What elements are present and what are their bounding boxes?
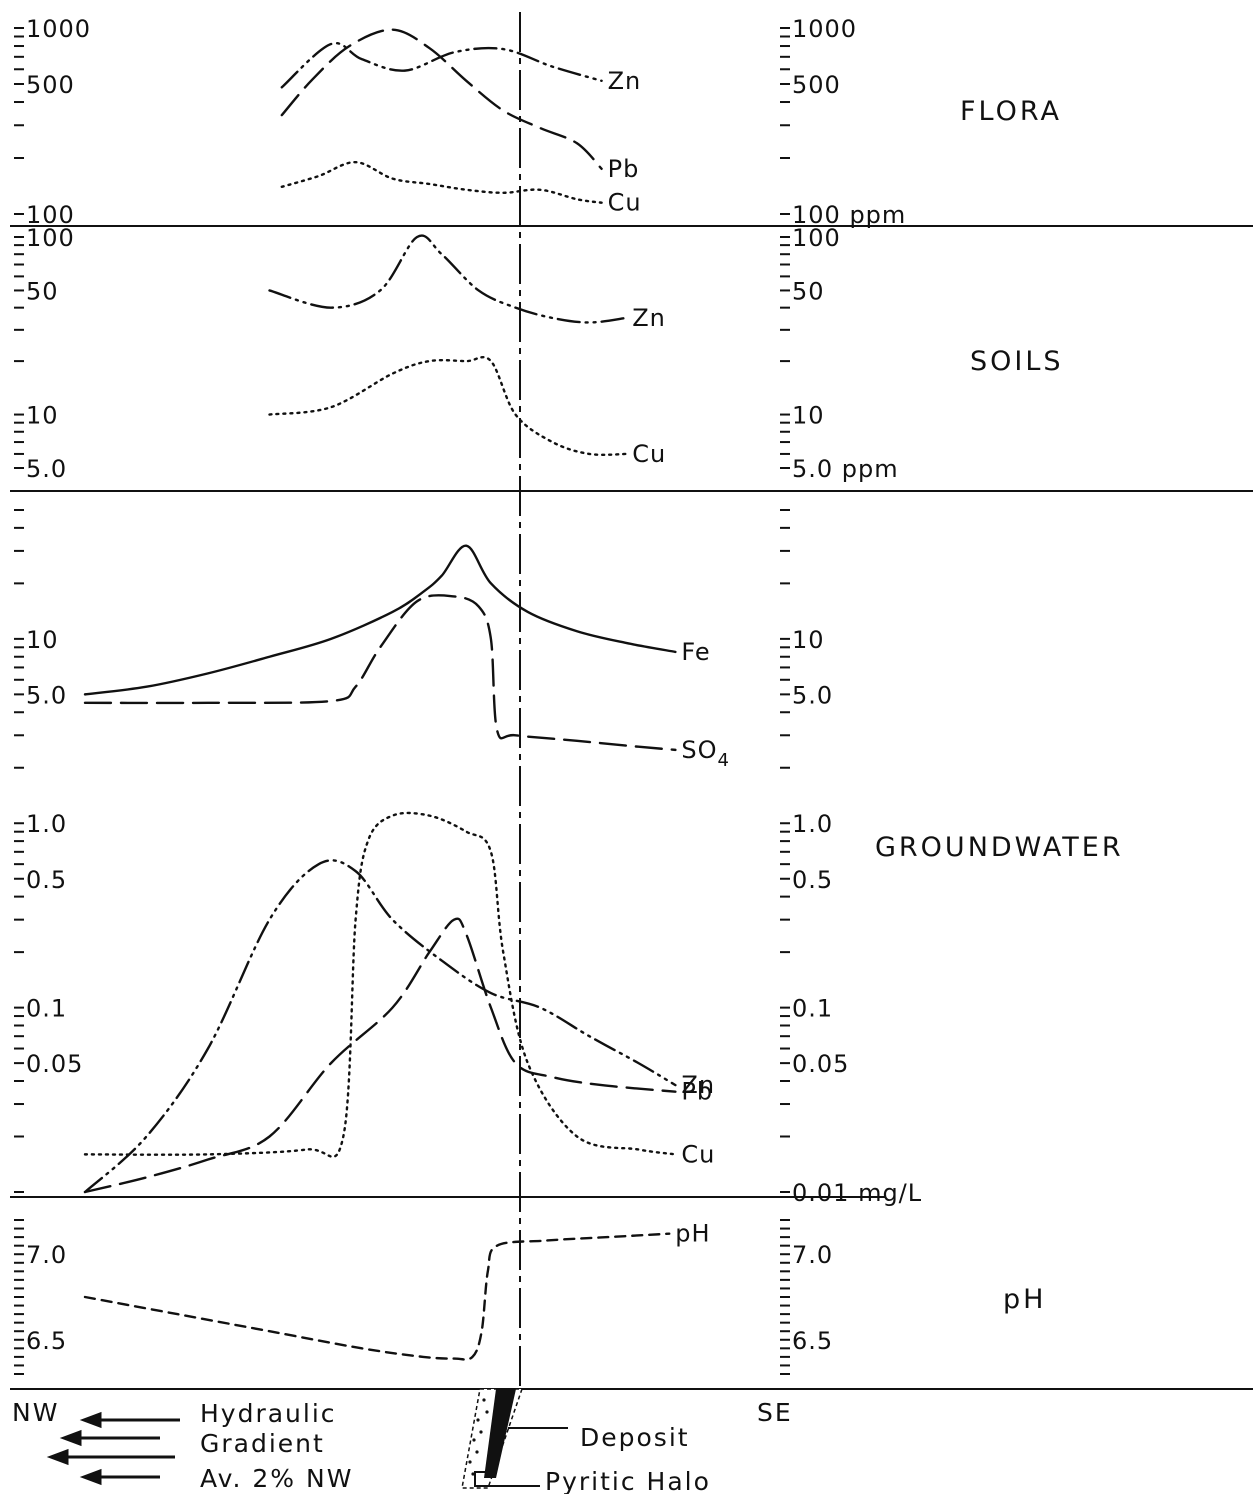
- tick-label-soils-right-0: 100: [792, 224, 841, 252]
- tick-label-groundwater-left-4: 0.1: [26, 995, 67, 1023]
- series-groundwater-pb: [83, 917, 677, 1194]
- tick-label-flora-right-2: 100 ppm: [792, 201, 906, 229]
- series-soils-zn: [268, 234, 628, 324]
- tick-label-flora-right-1: 500: [792, 71, 841, 99]
- series-groundwater-fe: [83, 544, 677, 696]
- series-label-flora-pb: Pb: [608, 155, 640, 183]
- tick-label-ph-left-0: 7.0: [26, 1241, 67, 1269]
- tick-label-groundwater-left-3: 0.5: [26, 866, 67, 894]
- series-label-groundwater-cu: Cu: [681, 1140, 715, 1168]
- series-label-groundwater-so4: SO4: [681, 736, 730, 771]
- series-flora-pb: [280, 28, 603, 170]
- tick-label-soils-left-2: 10: [26, 402, 59, 430]
- halo-pointer: [474, 1471, 540, 1487]
- direction-left-label: NW: [12, 1398, 59, 1427]
- tick-label-flora-right-0: 1000: [792, 15, 857, 43]
- halo-label: Pyritic Halo: [545, 1467, 711, 1494]
- panel-label-flora: FLORA: [960, 96, 1062, 127]
- tick-label-groundwater-left-0: 10: [26, 626, 59, 654]
- tick-label-groundwater-left-5: 0.05: [26, 1050, 83, 1078]
- tick-label-soils-left-3: 5.0: [26, 455, 67, 483]
- series-label-soils-zn: Zn: [632, 304, 666, 332]
- tick-label-ph-left-1: 6.5: [26, 1327, 67, 1355]
- deposit-symbol: [461, 1388, 524, 1489]
- series-groundwater-so4: [83, 594, 677, 752]
- tick-label-ph-right-1: 6.5: [792, 1327, 833, 1355]
- series-label-soils-cu: Cu: [632, 440, 666, 468]
- tick-label-groundwater-left-1: 5.0: [26, 681, 67, 709]
- tick-label-groundwater-right-2: 1.0: [792, 810, 833, 838]
- tick-label-soils-left-0: 100: [26, 224, 75, 252]
- tick-label-groundwater-right-4: 0.1: [792, 995, 833, 1023]
- series-lines: [83, 28, 677, 1361]
- series-label-flora-zn: Zn: [608, 67, 642, 95]
- tick-label-groundwater-right-3: 0.5: [792, 866, 833, 894]
- series-flora-cu: [280, 160, 603, 204]
- series-groundwater-cu: [83, 811, 677, 1158]
- series-label-flora-cu: Cu: [608, 189, 642, 217]
- tick-label-soils-right-1: 50: [792, 277, 825, 305]
- tick-label-soils-right-3: 5.0 ppm: [792, 455, 899, 483]
- series-label-groundwater-zn: Zn: [681, 1071, 715, 1099]
- tick-label-soils-left-1: 50: [26, 277, 59, 305]
- panel-label-groundwater: GROUNDWATER: [875, 832, 1124, 863]
- tick-label-groundwater-left-2: 1.0: [26, 810, 67, 838]
- series-ph-ph: [83, 1232, 671, 1361]
- tick-label-flora-left-1: 500: [26, 71, 75, 99]
- gradient-label-line-3: Av. 2% NW: [200, 1464, 353, 1493]
- hydraulic-gradient-arrows: [46, 1411, 180, 1486]
- series-soils-cu: [268, 355, 628, 457]
- direction-right-label: SE: [757, 1398, 793, 1427]
- tick-label-soils-right-2: 10: [792, 402, 825, 430]
- panel-label-soils: SOILS: [970, 346, 1064, 377]
- tick-label-groundwater-right-5: 0.05: [792, 1050, 849, 1078]
- deposit-label: Deposit: [580, 1423, 690, 1452]
- tick-label-ph-right-0: 7.0: [792, 1241, 833, 1269]
- series-label-groundwater-pb: Pb: [681, 1078, 713, 1106]
- series-label-ph-ph: pH: [675, 1220, 710, 1248]
- series-groundwater-zn: [83, 859, 677, 1194]
- gradient-label-line-1: Hydraulic: [200, 1399, 337, 1428]
- series-flora-zn: [280, 41, 603, 89]
- tick-label-flora-left-0: 1000: [26, 15, 91, 43]
- tick-label-groundwater-right-1: 5.0: [792, 681, 833, 709]
- tick-label-groundwater-right-0: 10: [792, 626, 825, 654]
- axis-ticks: [14, 27, 790, 1375]
- series-label-groundwater-fe: Fe: [681, 638, 710, 666]
- gradient-label-line-2: Gradient: [200, 1429, 325, 1458]
- panel-label-ph: pH: [1003, 1284, 1046, 1315]
- tick-label-flora-left-2: 100: [26, 201, 75, 229]
- tick-label-groundwater-right-6: 0.01 mg/L: [792, 1179, 922, 1207]
